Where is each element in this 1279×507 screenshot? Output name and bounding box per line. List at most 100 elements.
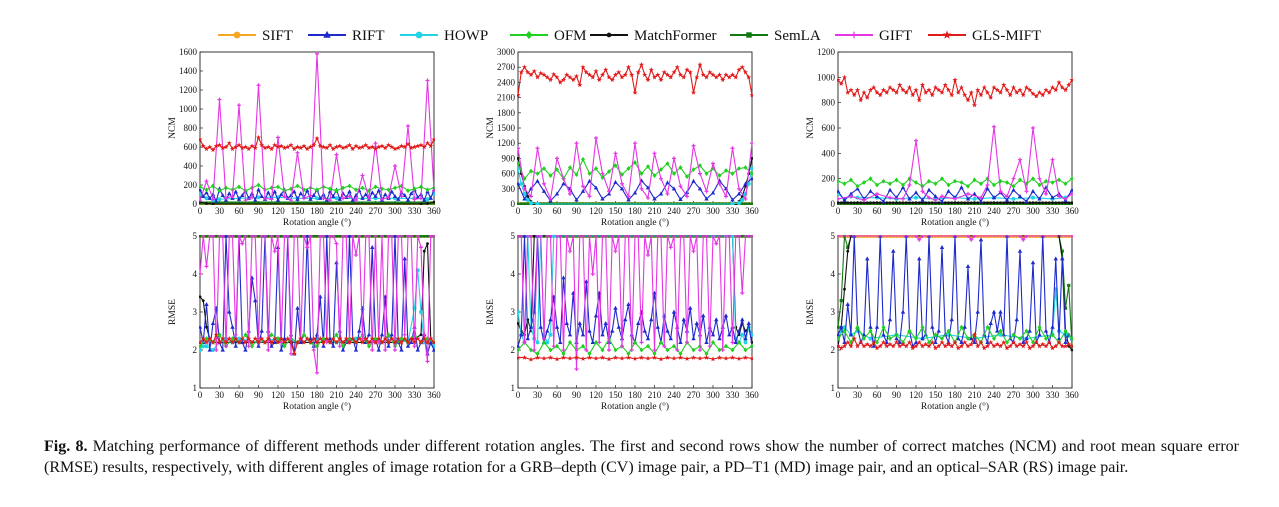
series-rift-marker bbox=[613, 179, 618, 184]
series-ofm-marker bbox=[568, 340, 572, 345]
series-gift-marker bbox=[289, 351, 293, 356]
series-howp-marker bbox=[972, 196, 977, 201]
series-gift-marker bbox=[367, 235, 371, 238]
series-gls-mift-marker bbox=[887, 341, 893, 347]
series-rift-marker bbox=[969, 336, 974, 341]
series-ofm-marker bbox=[1063, 181, 1068, 187]
x-tick-label: 300 bbox=[388, 206, 402, 216]
series-gift-marker bbox=[594, 235, 598, 238]
series-gls-mift-marker bbox=[939, 339, 945, 345]
series-matchformer-marker bbox=[901, 201, 905, 205]
series-gls-mift-marker bbox=[223, 144, 229, 150]
legend-entry-ofm: OFM bbox=[510, 28, 587, 44]
series-rift-marker bbox=[587, 328, 592, 333]
series-matchformer-marker bbox=[750, 157, 753, 160]
series-ofm-marker bbox=[633, 340, 637, 345]
series-gift-marker bbox=[256, 83, 261, 88]
series-rift-marker bbox=[272, 340, 277, 344]
legend-entry-semla: SemLA bbox=[730, 28, 821, 44]
series-gls-mift-marker bbox=[903, 343, 909, 349]
series-semla-marker bbox=[393, 201, 397, 205]
series-gls-mift bbox=[837, 332, 1073, 351]
x-tick-label: 150 bbox=[609, 206, 623, 216]
series-rift-marker bbox=[386, 343, 391, 348]
series-rift-marker bbox=[360, 195, 365, 200]
series-semla-marker bbox=[338, 235, 342, 238]
series-gift-marker bbox=[211, 197, 215, 202]
series-gift-marker bbox=[214, 348, 219, 352]
series-gls-mift-marker bbox=[1040, 341, 1046, 347]
series-semla-marker bbox=[526, 202, 530, 205]
series-gls-mift-marker bbox=[971, 102, 978, 108]
plot-frame bbox=[199, 51, 435, 205]
plot-area bbox=[837, 74, 1073, 205]
series-ofm-marker bbox=[1031, 176, 1035, 182]
series-ofm-marker bbox=[875, 182, 879, 188]
ncm-md-chart: 0 30 60 90 120 150 180 210 240 270 300 330 360 0 300 60… bbox=[486, 47, 759, 228]
series-gls-mift-marker bbox=[534, 354, 541, 360]
series-gls-mift-marker bbox=[681, 74, 687, 80]
series-gls-mift-marker bbox=[340, 145, 346, 151]
series-rift-marker bbox=[214, 198, 219, 203]
series-gift-marker bbox=[646, 253, 650, 257]
series-rift-marker bbox=[743, 336, 748, 341]
series-matchformer-marker bbox=[995, 201, 999, 205]
series-gls-mift-marker bbox=[379, 339, 385, 345]
series-gift-marker bbox=[1031, 126, 1035, 130]
series-semla-marker bbox=[263, 201, 267, 205]
series-ofm-marker bbox=[367, 343, 371, 349]
x-tick-label: 150 bbox=[929, 390, 943, 400]
series-gls-mift-marker bbox=[949, 343, 955, 349]
x-tick-label: 270 bbox=[369, 390, 383, 400]
series-semla-marker bbox=[276, 201, 280, 205]
x-tick-label: 60 bbox=[873, 390, 883, 400]
series-gls-mift-marker bbox=[1001, 82, 1007, 88]
series-rift-marker bbox=[272, 189, 277, 194]
series-semla-marker bbox=[273, 201, 277, 205]
series-semla-marker bbox=[318, 201, 322, 205]
x-tick-label: 180 bbox=[310, 206, 324, 216]
series-gls-mift-marker bbox=[707, 69, 713, 75]
series-semla-marker bbox=[214, 201, 218, 205]
series-gls-mift-marker bbox=[962, 92, 968, 98]
series-gls-mift-marker bbox=[926, 343, 932, 349]
series-gls-mift-marker bbox=[664, 72, 671, 77]
series-gls-mift-marker bbox=[343, 144, 349, 150]
series-rift-marker bbox=[256, 187, 261, 192]
x-tick-label: 330 bbox=[726, 206, 740, 216]
series-rift-marker bbox=[623, 317, 628, 322]
series-gift-marker bbox=[373, 141, 378, 146]
series-matchformer-marker bbox=[837, 201, 840, 205]
series-gift-marker bbox=[711, 161, 715, 166]
series-gls-mift-marker bbox=[651, 354, 658, 360]
series-gls-mift-marker bbox=[213, 332, 219, 337]
series-semla-marker bbox=[199, 235, 202, 238]
series-ofm-marker bbox=[946, 182, 951, 188]
series-gift-marker bbox=[337, 344, 342, 349]
series-matchformer-marker bbox=[891, 201, 895, 205]
series-matchformer-marker bbox=[1038, 201, 1041, 205]
series-semla-marker bbox=[383, 201, 387, 205]
series-gift-marker bbox=[1063, 196, 1068, 201]
plot-area bbox=[517, 61, 753, 205]
series-gls-mift-marker bbox=[955, 89, 961, 95]
series-gift-marker bbox=[704, 235, 709, 238]
series-rift-marker bbox=[227, 309, 232, 314]
y-tick-label: 2400 bbox=[497, 77, 516, 87]
series-gift-marker bbox=[616, 235, 621, 238]
series-gift-marker bbox=[837, 235, 840, 238]
series-gls-mift-marker bbox=[517, 92, 521, 98]
series-gls-mift-marker bbox=[838, 345, 844, 351]
series-gls-mift-marker bbox=[311, 335, 317, 341]
series-ofm-marker bbox=[237, 184, 241, 190]
series-rift-marker bbox=[210, 321, 216, 325]
series-rift-marker bbox=[1060, 256, 1065, 261]
series-gift-marker bbox=[341, 196, 345, 201]
series-rift-marker bbox=[985, 186, 990, 191]
series-gls-mift-marker bbox=[285, 335, 291, 341]
series-howp-marker bbox=[914, 195, 918, 200]
series-ofm-marker bbox=[881, 178, 886, 184]
x-tick-label: 90 bbox=[572, 390, 582, 400]
series-ofm-marker bbox=[425, 187, 430, 193]
series-matchformer-marker bbox=[999, 201, 1002, 205]
